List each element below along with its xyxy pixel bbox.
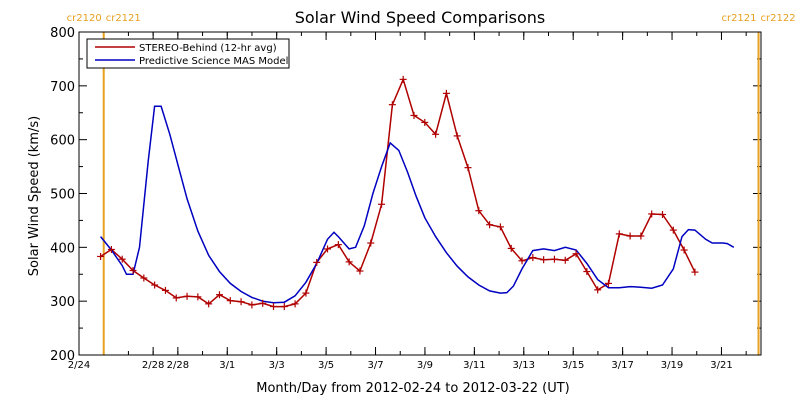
stereo-data-point <box>572 250 580 258</box>
stereo-data-point <box>594 286 602 294</box>
stereo-data-point <box>648 210 656 218</box>
stereo-data-point <box>378 200 386 208</box>
y-tick-label: 200 <box>50 349 75 364</box>
x-tick-label: 3/5 <box>318 360 334 371</box>
stereo-data-point <box>118 255 126 263</box>
y-tick-label: 800 <box>50 26 75 41</box>
stereo-data-point <box>205 300 213 308</box>
stereo-data-point <box>291 300 299 308</box>
stereo-data-point <box>464 164 472 172</box>
stereo-data-point <box>194 293 202 301</box>
stereo-data-point <box>324 245 332 253</box>
legend: STEREO-Behind (12-hr avg) Predictive Sci… <box>86 38 290 69</box>
legend-label-stereo: STEREO-Behind (12-hr avg) <box>139 43 277 54</box>
x-tick-label: 3/11 <box>463 360 485 371</box>
stereo-data-point <box>604 279 612 287</box>
stereo-data-point <box>410 111 418 119</box>
y-tick-label: 500 <box>50 188 75 203</box>
stereo-data-point <box>97 252 105 260</box>
legend-box <box>86 38 290 69</box>
plot-frame <box>78 31 762 356</box>
stereo-data-point <box>529 254 537 262</box>
stereo-data-point <box>302 289 310 297</box>
y-tick-label: 400 <box>50 241 75 256</box>
chart-title: Solar Wind Speed Comparisons <box>295 8 546 27</box>
stereo-data-point <box>107 245 115 253</box>
stereo-data-point <box>637 232 645 240</box>
legend-label-mas: Predictive Science MAS Model <box>139 56 288 67</box>
x-tick-label: 3/13 <box>513 360 535 371</box>
carrington-label-right: cr2122 <box>761 13 796 24</box>
stereo-data-point <box>518 257 526 265</box>
stereo-data-point <box>334 241 342 249</box>
y-axis-label: Solar Wind Speed (km/s) <box>27 116 42 276</box>
x-tick-label: 3/21 <box>710 360 732 371</box>
x-tick-label: 2/28 <box>142 360 164 371</box>
x-tick-label: 3/3 <box>269 360 285 371</box>
stereo-data-point <box>475 207 483 215</box>
stereo-data-point <box>680 246 688 254</box>
stereo-data-point <box>486 221 494 229</box>
stereo-data-point <box>172 294 180 302</box>
stereo-data-point <box>540 256 548 264</box>
stereo-data-point <box>237 298 245 306</box>
stereo-data-point <box>561 256 569 264</box>
stereo-data-point <box>248 301 256 309</box>
stereo-data-point <box>421 118 429 126</box>
stereo-data-point <box>432 130 440 138</box>
stereo-data-point <box>669 226 677 234</box>
stereo-data-point <box>259 299 267 307</box>
x-tick-label: 2/24 <box>68 360 90 371</box>
stereo-data-point <box>659 210 667 218</box>
stereo-data-point <box>280 303 288 311</box>
carrington-label-left: cr2120 <box>67 13 102 24</box>
stereo-data-point <box>550 255 558 263</box>
stereo-data-point <box>388 101 396 109</box>
stereo-data-point <box>226 297 234 305</box>
x-tick-label: 3/15 <box>562 360 584 371</box>
series-line-stereo <box>100 77 696 308</box>
x-axis-label: Month/Day from 2012-02-24 to 2012-03-22 … <box>256 381 569 396</box>
y-tick-label: 600 <box>50 134 75 149</box>
x-tick-label: 3/1 <box>219 360 235 371</box>
stereo-data-point <box>356 267 364 275</box>
x-tick-label: 3/19 <box>661 360 683 371</box>
stereo-data-point <box>399 75 407 83</box>
y-tick-label: 300 <box>50 295 75 310</box>
stereo-data-point <box>151 281 159 289</box>
stereo-data-point <box>583 268 591 276</box>
stereo-data-point <box>313 258 321 266</box>
stereo-data-point <box>496 223 504 231</box>
stereo-data-point <box>453 132 461 140</box>
stereo-data-point <box>129 266 137 274</box>
stereo-data-point <box>215 291 223 299</box>
stereo-data-point <box>442 89 450 97</box>
series-line-mas <box>100 105 735 304</box>
x-tick-label: 3/7 <box>367 360 383 371</box>
carrington-label-right: cr2121 <box>106 13 141 24</box>
stereo-data-point <box>140 274 148 282</box>
stereo-data-point <box>183 292 191 300</box>
stereo-data-point <box>161 286 169 294</box>
stereo-data-point <box>691 268 699 276</box>
stereo-data-point <box>615 230 623 238</box>
stereo-data-point <box>367 239 375 247</box>
x-tick-label: 3/17 <box>611 360 633 371</box>
stereo-data-point <box>626 232 634 240</box>
carrington-label-left: cr2121 <box>721 13 756 24</box>
stereo-data-point <box>507 244 515 252</box>
x-tick-label: 2/28 <box>167 360 189 371</box>
x-tick-label: 3/9 <box>417 360 433 371</box>
stereo-data-point <box>345 258 353 266</box>
stereo-data-point <box>270 303 278 311</box>
y-tick-label: 700 <box>50 80 75 95</box>
